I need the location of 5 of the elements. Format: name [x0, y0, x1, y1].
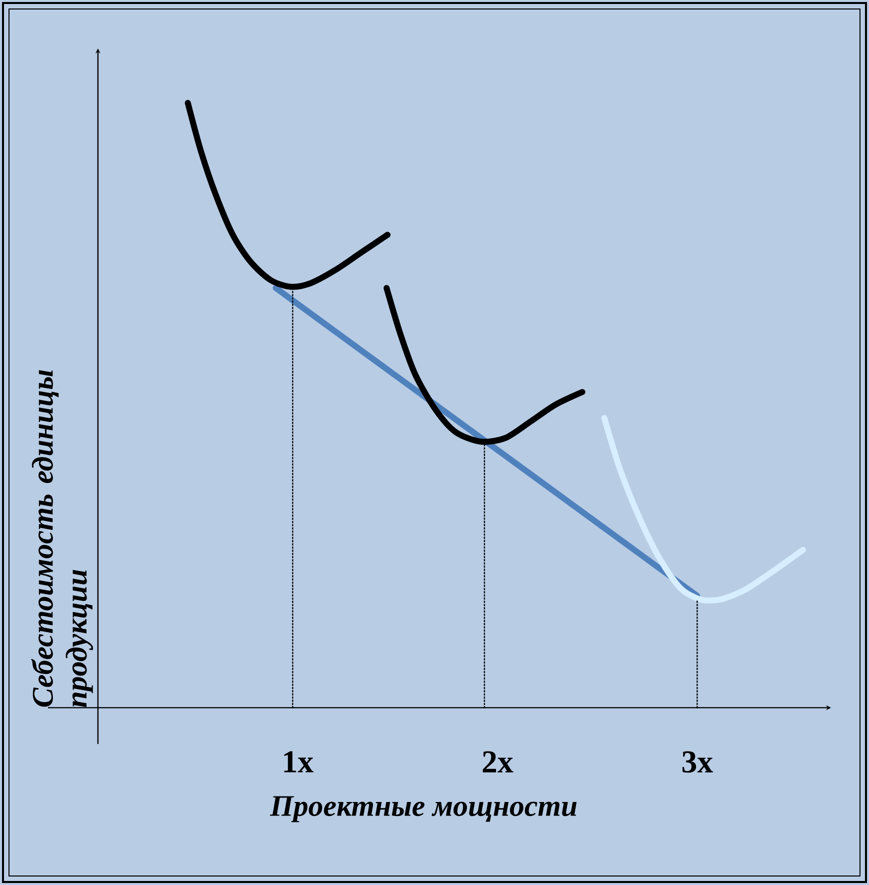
- x-axis-title: Проектные мощности: [270, 796, 577, 822]
- x-tick-label: 3x: [682, 751, 713, 773]
- x-tick-label: 1x: [284, 751, 314, 772]
- y-axis-title: Себестоимость единицы продукции: [31, 370, 93, 708]
- x-tick-label: 2x: [482, 751, 514, 772]
